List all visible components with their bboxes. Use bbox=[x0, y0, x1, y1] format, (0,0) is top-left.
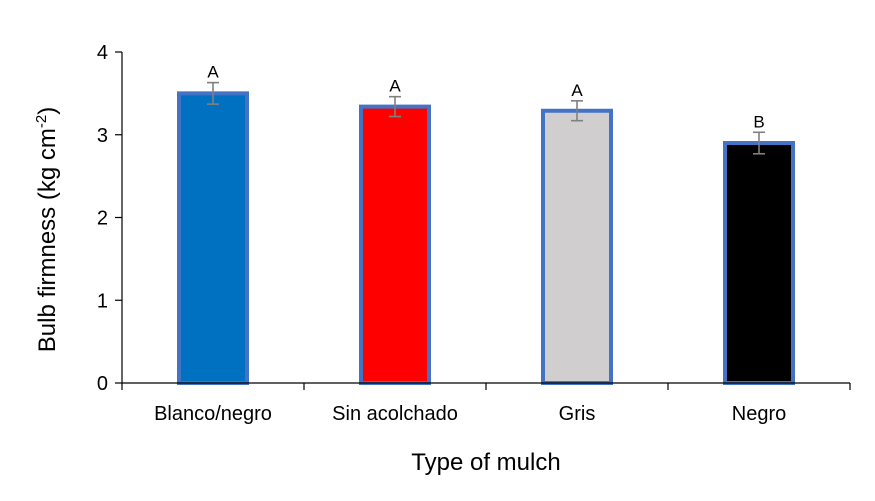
bars-layer bbox=[177, 91, 795, 386]
category-label-3: Gris bbox=[559, 403, 596, 425]
y-axis-title-main: Bulb firmness (kg cm bbox=[34, 128, 61, 352]
bar-1 bbox=[177, 91, 249, 385]
x-axis-title: Type of mulch bbox=[411, 449, 560, 476]
y-ticks-layer: 0 1 2 3 4 bbox=[97, 42, 122, 395]
category-label-4: Negro bbox=[732, 403, 786, 425]
bar-2 bbox=[359, 104, 431, 386]
significance-label-1: A bbox=[207, 63, 219, 82]
y-tick-label-4: 4 bbox=[97, 42, 108, 64]
y-axis-title-superscript: -2 bbox=[33, 115, 50, 128]
error-bars-layer bbox=[207, 81, 765, 155]
y-axis-title: Bulb firmness (kg cm-2) bbox=[33, 107, 61, 352]
x-ticks-layer bbox=[121, 383, 851, 390]
significance-label-3: A bbox=[571, 81, 583, 100]
y-tick-label-2: 2 bbox=[97, 208, 108, 230]
significance-labels-layer: A A A B bbox=[207, 63, 764, 132]
significance-label-2: A bbox=[389, 77, 401, 96]
y-tick-label-1: 1 bbox=[97, 290, 108, 312]
y-axis-title-end: ) bbox=[34, 107, 61, 115]
bar-4 bbox=[723, 141, 795, 385]
significance-label-4: B bbox=[753, 112, 764, 131]
category-label-2: Sin acolchado bbox=[332, 403, 458, 425]
category-labels-layer: Blanco/negro Sin acolchado Gris Negro bbox=[154, 403, 786, 425]
y-tick-label-3: 3 bbox=[97, 125, 108, 147]
category-label-1: Blanco/negro bbox=[154, 403, 272, 425]
y-tick-label-0: 0 bbox=[97, 373, 108, 395]
bar-3 bbox=[541, 108, 613, 385]
